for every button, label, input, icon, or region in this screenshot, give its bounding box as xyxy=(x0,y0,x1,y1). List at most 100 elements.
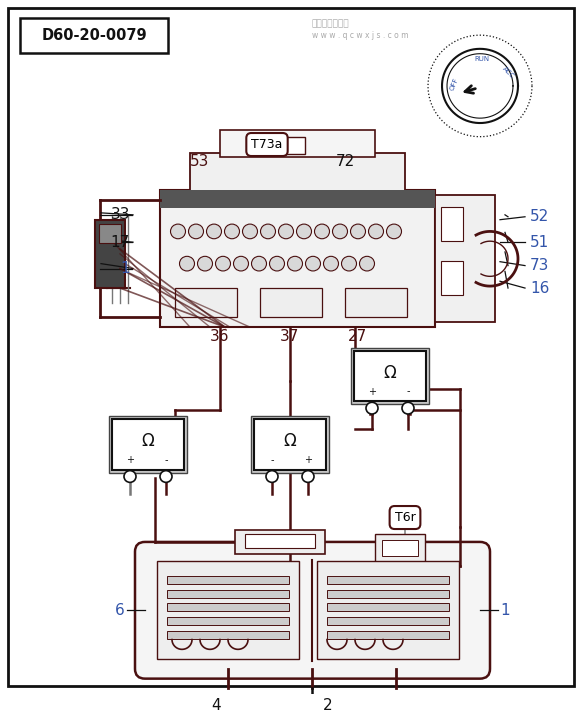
Circle shape xyxy=(171,224,186,239)
Circle shape xyxy=(296,224,311,239)
Text: 16: 16 xyxy=(530,281,549,296)
Circle shape xyxy=(302,471,314,482)
Circle shape xyxy=(266,471,278,482)
FancyBboxPatch shape xyxy=(327,617,449,625)
FancyBboxPatch shape xyxy=(441,261,463,295)
Text: +: + xyxy=(304,455,312,465)
FancyBboxPatch shape xyxy=(251,416,329,473)
Text: 汽车维修技术网: 汽车维修技术网 xyxy=(312,19,350,28)
FancyBboxPatch shape xyxy=(435,196,495,322)
Circle shape xyxy=(342,257,357,271)
FancyBboxPatch shape xyxy=(254,419,326,470)
FancyBboxPatch shape xyxy=(441,207,463,241)
Text: 51: 51 xyxy=(530,235,549,250)
FancyBboxPatch shape xyxy=(160,191,435,327)
Circle shape xyxy=(215,257,230,271)
Text: w w w . q c w x j s . c o m: w w w . q c w x j s . c o m xyxy=(312,31,409,41)
Text: T73a: T73a xyxy=(251,138,283,151)
Text: 73: 73 xyxy=(530,258,549,273)
Circle shape xyxy=(189,224,204,239)
FancyBboxPatch shape xyxy=(327,576,449,584)
FancyBboxPatch shape xyxy=(167,590,289,597)
Text: 72: 72 xyxy=(335,154,354,169)
Text: 36: 36 xyxy=(210,329,230,344)
Text: 2: 2 xyxy=(323,698,333,711)
FancyBboxPatch shape xyxy=(235,530,325,554)
Text: 1: 1 xyxy=(500,603,510,618)
Circle shape xyxy=(306,257,321,271)
Circle shape xyxy=(261,224,275,239)
Circle shape xyxy=(197,257,212,271)
FancyBboxPatch shape xyxy=(220,130,375,157)
FancyBboxPatch shape xyxy=(354,351,426,401)
Text: +: + xyxy=(126,455,134,465)
Text: D60-20-0079: D60-20-0079 xyxy=(41,28,147,43)
FancyBboxPatch shape xyxy=(260,288,322,317)
FancyBboxPatch shape xyxy=(175,288,237,317)
FancyBboxPatch shape xyxy=(109,416,187,473)
FancyBboxPatch shape xyxy=(317,562,459,659)
FancyBboxPatch shape xyxy=(190,154,405,193)
Circle shape xyxy=(402,402,414,414)
Text: 17: 17 xyxy=(111,235,130,250)
FancyBboxPatch shape xyxy=(167,576,289,584)
Circle shape xyxy=(251,257,267,271)
FancyBboxPatch shape xyxy=(20,18,168,53)
Text: RUN: RUN xyxy=(474,55,489,62)
Circle shape xyxy=(386,224,402,239)
Text: OFF: OFF xyxy=(449,77,459,91)
Circle shape xyxy=(124,471,136,482)
Text: 52: 52 xyxy=(530,209,549,224)
Circle shape xyxy=(225,224,240,239)
FancyBboxPatch shape xyxy=(382,540,418,555)
Text: +: + xyxy=(368,387,376,397)
FancyBboxPatch shape xyxy=(250,137,305,154)
FancyBboxPatch shape xyxy=(135,542,490,678)
Text: 27: 27 xyxy=(349,329,368,344)
FancyBboxPatch shape xyxy=(95,220,125,288)
FancyBboxPatch shape xyxy=(8,8,574,686)
FancyBboxPatch shape xyxy=(327,604,449,611)
Circle shape xyxy=(332,224,347,239)
FancyBboxPatch shape xyxy=(167,631,289,638)
Circle shape xyxy=(368,224,384,239)
Text: 4: 4 xyxy=(211,698,221,711)
Circle shape xyxy=(324,257,339,271)
FancyBboxPatch shape xyxy=(345,288,407,317)
FancyBboxPatch shape xyxy=(351,348,429,405)
FancyBboxPatch shape xyxy=(167,617,289,625)
Circle shape xyxy=(360,257,374,271)
Text: -: - xyxy=(164,455,168,465)
Circle shape xyxy=(243,224,257,239)
Text: 6: 6 xyxy=(115,603,125,618)
FancyBboxPatch shape xyxy=(375,534,425,563)
FancyBboxPatch shape xyxy=(245,534,315,547)
Circle shape xyxy=(207,224,222,239)
Text: 33: 33 xyxy=(111,208,130,223)
FancyBboxPatch shape xyxy=(327,590,449,597)
Text: 37: 37 xyxy=(281,329,300,344)
Text: -: - xyxy=(270,455,274,465)
Text: Ω: Ω xyxy=(283,432,296,450)
Circle shape xyxy=(279,224,293,239)
Circle shape xyxy=(366,402,378,414)
Text: Ω: Ω xyxy=(141,432,154,450)
Circle shape xyxy=(350,224,365,239)
FancyBboxPatch shape xyxy=(157,562,299,659)
Circle shape xyxy=(233,257,249,271)
Circle shape xyxy=(179,257,194,271)
Circle shape xyxy=(288,257,303,271)
FancyBboxPatch shape xyxy=(160,191,435,208)
Circle shape xyxy=(160,471,172,482)
Text: T6r: T6r xyxy=(395,511,416,524)
Text: 53: 53 xyxy=(190,154,210,169)
FancyBboxPatch shape xyxy=(112,419,184,470)
Text: ACC: ACC xyxy=(501,65,515,80)
Text: Ω: Ω xyxy=(384,364,396,382)
Circle shape xyxy=(314,224,329,239)
Text: 1: 1 xyxy=(120,261,130,276)
Text: -: - xyxy=(406,387,410,397)
Circle shape xyxy=(269,257,285,271)
FancyBboxPatch shape xyxy=(167,604,289,611)
FancyBboxPatch shape xyxy=(327,631,449,638)
